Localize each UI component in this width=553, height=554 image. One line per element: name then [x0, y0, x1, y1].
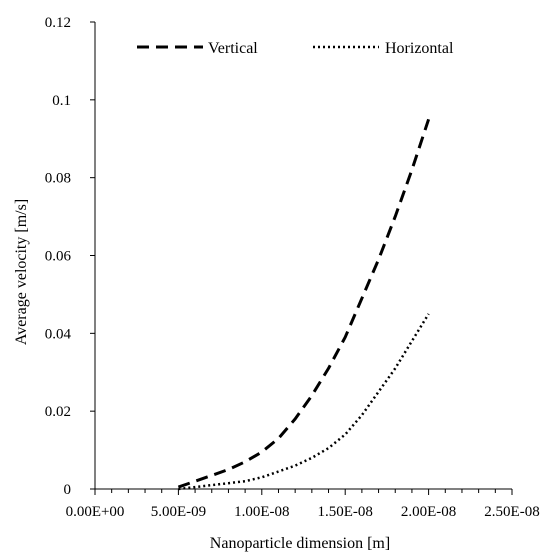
- y-tick-label: 0.06: [45, 249, 72, 265]
- x-tick-label: 1.00E-08: [234, 504, 289, 520]
- x-tick-label: 2.50E-08: [484, 504, 539, 520]
- y-tick-label: 0.08: [45, 171, 71, 187]
- y-axis-title: Average velocity [m/s]: [13, 199, 30, 345]
- x-tick-label: 0.00E+00: [66, 504, 125, 520]
- y-tick-label: 0: [64, 482, 72, 498]
- y-tick-label: 0.02: [45, 404, 71, 420]
- series-line-horizontal: [178, 313, 430, 491]
- y-tick-label: 0.1: [52, 93, 71, 109]
- legend-label-vertical: Vertical: [208, 40, 258, 57]
- axes: 0 0.02 0.04 0.06 0.08 0.1 0.12 0.00E+00 5.00E-09…: [45, 15, 540, 520]
- y-tick-label: 0.12: [45, 15, 71, 31]
- x-tick-label: 1.50E-08: [317, 504, 372, 520]
- x-tick-label: 2.00E-08: [401, 504, 456, 520]
- y-tick-label: 0.04: [45, 326, 72, 342]
- series-line-vertical: [177, 118, 431, 489]
- legend-label-horizontal: Horizontal: [385, 40, 454, 57]
- legend: Vertical Horizontal: [137, 40, 454, 57]
- series-layer: [177, 118, 431, 491]
- x-axis-title: Nanoparticle dimension [m]: [210, 535, 390, 552]
- x-tick-label: 5.00E-09: [151, 504, 206, 520]
